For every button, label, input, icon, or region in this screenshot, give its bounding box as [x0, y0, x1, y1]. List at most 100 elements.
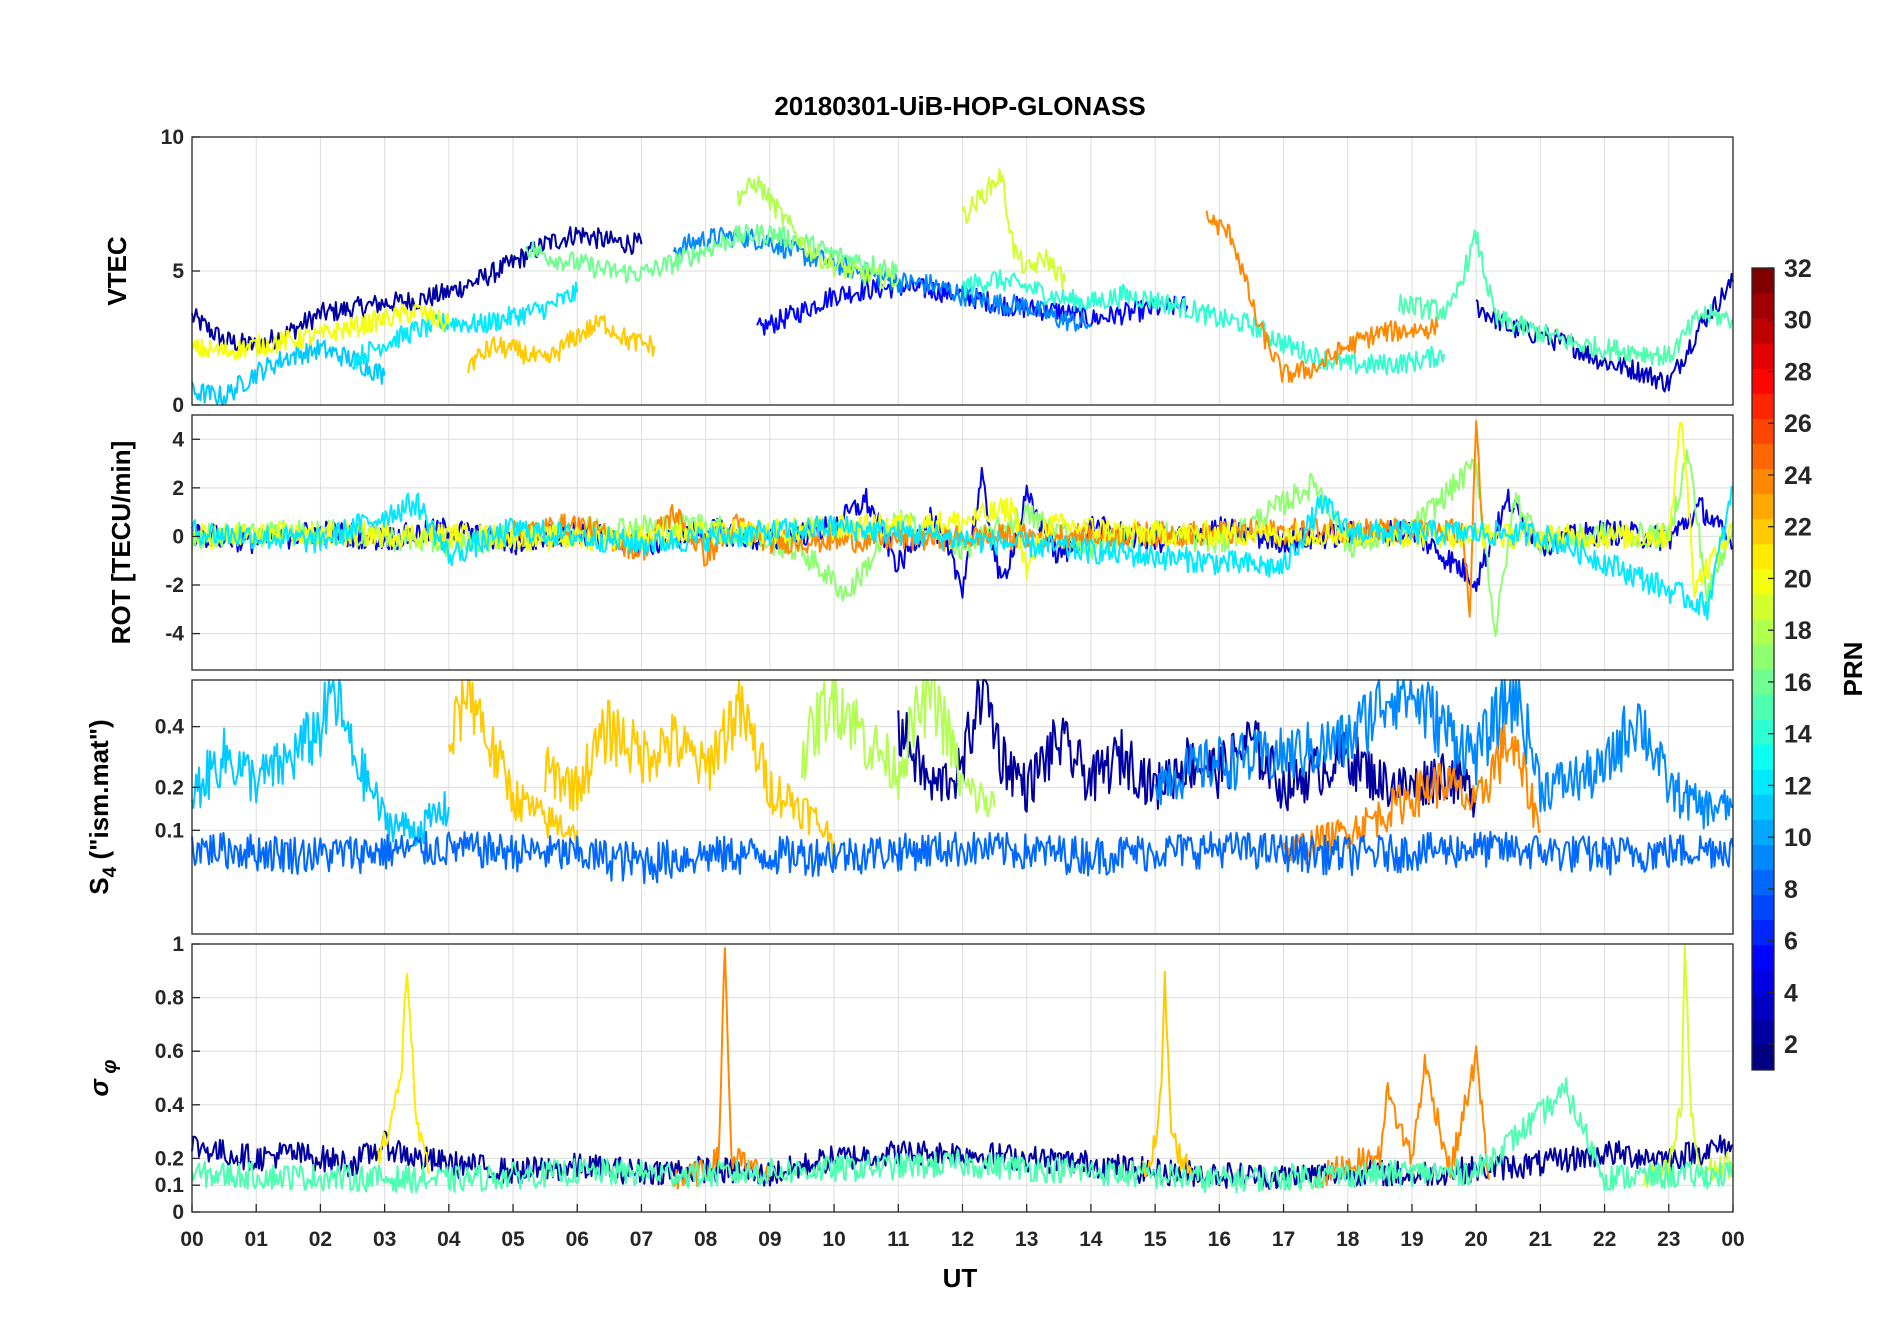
panel-rot: -4 -2 0 2 4 ROT [TECU/min] [106, 414, 1734, 671]
y-axis-label-rot: ROT [TECU/min] [106, 441, 136, 645]
colorbar-tick-label: 14 [1784, 721, 1812, 749]
colorbar-segment [1752, 844, 1774, 870]
colorbar-segment [1752, 268, 1774, 294]
colorbar-segment [1752, 493, 1774, 520]
colorbar-segment [1752, 744, 1774, 770]
series-s4-prn-11 [191, 679, 450, 847]
colorbar-segment [1752, 543, 1774, 570]
colorbar-segment [1752, 894, 1774, 921]
x-axis: 00 01 02 03 04 05 06 07 08 09 10 11 12 13 14 15 16 17 18 19… [180, 1204, 1745, 1251]
y-axis-label-vtec: VTEC [102, 236, 132, 306]
y-tick-label: 0 [172, 394, 184, 417]
x-tick-label: 20 [1464, 1228, 1487, 1251]
colorbar-segment [1752, 669, 1774, 695]
colorbar-tick-label: 8 [1784, 876, 1798, 904]
colorbar-segment [1752, 468, 1774, 495]
colorbar-segment [1752, 969, 1774, 996]
series-vtec-prn-9 [672, 226, 1092, 332]
x-tick-label: 00 [1721, 1228, 1744, 1251]
colorbar-tick-label: 18 [1784, 617, 1812, 645]
colorbar-tick-label: 6 [1784, 928, 1798, 956]
series-s4-prn-24 [1282, 722, 1542, 871]
x-tick-label: 04 [437, 1228, 461, 1251]
panel-sigma: 00.10.20.40.60.81σ φ [84, 933, 1734, 1224]
series-rot-prn-17 [191, 449, 1734, 638]
series-rot-prn-12 [191, 485, 1734, 621]
colorbar-segment [1752, 1019, 1774, 1046]
colorbar-segment [1752, 919, 1774, 946]
x-tick-label: 03 [373, 1228, 396, 1251]
series-vtec-prn-18 [736, 175, 900, 290]
colorbar-segment [1752, 1044, 1774, 1071]
colorbar-segment [1752, 593, 1774, 620]
panel-frame [191, 679, 1734, 935]
x-tick-label: 13 [1015, 1228, 1038, 1251]
colorbar-tick-label: 20 [1784, 565, 1812, 593]
colorbar-segment [1752, 568, 1774, 595]
x-tick-label: 02 [309, 1228, 332, 1251]
y-tick-label: 0.6 [155, 1040, 184, 1063]
colorbar-segment [1752, 618, 1774, 645]
colorbar-tick-label: 10 [1784, 824, 1812, 852]
y-tick-label: 0.4 [155, 1094, 185, 1117]
series-vtec-prn-24 [1205, 210, 1439, 383]
colorbar-segment [1752, 518, 1774, 545]
x-tick-label: 00 [180, 1228, 203, 1251]
colorbar-segment [1752, 418, 1774, 444]
y-tick-label: 0 [172, 525, 184, 548]
colorbar-segment [1752, 393, 1774, 419]
x-tick-label: 08 [694, 1228, 718, 1251]
series-sigma-prn-21 [377, 972, 431, 1174]
y-tick-label: 2 [172, 477, 184, 500]
colorbar-segment [1752, 318, 1774, 344]
x-tick-label: 01 [245, 1228, 269, 1251]
series-s4-prn-9 [1154, 679, 1734, 830]
y-tick-label: 1 [172, 933, 184, 956]
colorbar-segment [1752, 719, 1774, 745]
panel-s4: 0.10.20.4S4 ("ism.mat") [84, 679, 1734, 935]
y-tick-label: 0.1 [155, 819, 185, 842]
series-s4-prn-18 [801, 679, 996, 818]
colorbar-tick-label: 16 [1784, 669, 1812, 697]
y-tick-label: 0.1 [155, 1174, 185, 1197]
series-vtec-prn-12 [351, 281, 579, 371]
panel-frame [191, 414, 1734, 671]
y-tick-label: 0.2 [155, 1147, 184, 1170]
colorbar-tick-label: 4 [1784, 979, 1798, 1007]
colorbar-segment [1752, 794, 1774, 820]
series-s4-prn-22 [447, 679, 579, 846]
colorbar-segment [1752, 694, 1774, 720]
chart-title: 20180301-UiB-HOP-GLONASS [774, 91, 1145, 121]
x-tick-label: 16 [1208, 1228, 1231, 1251]
y-tick-label: 4 [172, 428, 184, 451]
colorbar-segment [1752, 944, 1774, 971]
x-tick-label: 15 [1143, 1228, 1167, 1251]
colorbar-frame [1751, 267, 1775, 1071]
x-tick-label: 14 [1079, 1228, 1103, 1251]
colorbar-segment [1752, 819, 1774, 845]
series-vtec-prn-15 [1398, 229, 1734, 367]
colorbar-segment [1752, 769, 1774, 795]
x-tick-label: 19 [1400, 1228, 1423, 1251]
series-vtec-prn-11 [191, 339, 386, 406]
colorbar-segment [1752, 343, 1774, 369]
x-tick-label: 07 [630, 1228, 653, 1251]
x-tick-label: 05 [501, 1228, 525, 1251]
y-tick-label: 5 [172, 260, 184, 283]
colorbar-label: PRN [1838, 642, 1868, 697]
x-tick-label: 21 [1529, 1228, 1553, 1251]
x-tick-label: 06 [566, 1228, 589, 1251]
series-s4-prn-2 [897, 679, 1478, 818]
x-tick-label: 18 [1336, 1228, 1360, 1251]
series-vtec-prn-22 [467, 314, 656, 374]
series-vtec-prn-19 [961, 168, 1067, 290]
y-tick-label: 0.2 [155, 776, 184, 799]
series-vtec-prn-16 [524, 223, 899, 283]
x-tick-label: 17 [1272, 1228, 1295, 1251]
y-tick-label: 0 [172, 1201, 184, 1224]
x-tick-label: 09 [758, 1228, 781, 1251]
y-tick-label: -2 [165, 574, 184, 597]
